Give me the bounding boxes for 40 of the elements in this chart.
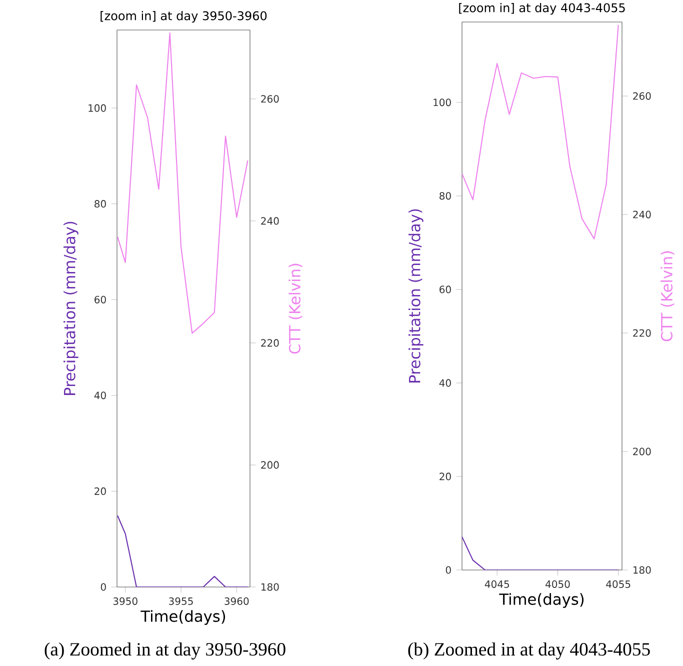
y2-tick-label: 240 [261,217,279,225]
text: (a) Zoomed in at day 3950-3960 [44,642,286,660]
y-tick-label: 80 [94,200,106,208]
y2-tick-label: 200 [261,461,279,469]
y2-axis-title: CTT (Kelvin) [660,251,674,342]
line-series [462,24,619,240]
y-tick-label: 40 [439,379,451,387]
y2-tick-label: 180 [634,566,651,574]
x-tick-label: 4055 [606,580,630,588]
y2-tick-label: 180 [262,583,279,591]
line-series [117,32,248,334]
y-axis-title: Precipitation (mm/day) [408,209,424,382]
y-tick-label: 100 [88,104,106,112]
y-tick-label: 20 [440,472,451,480]
x-tick-label: 3960 [224,597,249,605]
x-tick-label: 4050 [546,580,570,588]
chart-title: [zoom in] at day 4043-4055 [459,2,625,15]
x-tick-label: 3950 [113,597,138,605]
y2-tick-label: 240 [633,210,651,218]
y-axis-title: Precipitation (mm/day) [64,222,78,395]
y-tick-label: 0 [100,583,106,591]
y-tick-label: 100 [434,98,451,106]
x-tick-label: 4045 [484,580,509,588]
y-tick-label: 0 [446,566,451,574]
y2-tick-label: 220 [633,329,651,337]
x-axis-title: Time(days) [499,593,584,608]
y-tick-label: 40 [94,392,106,400]
y-tick-label: 60 [94,296,106,304]
y2-tick-label: 220 [261,339,279,347]
y2-tick-label: 200 [633,448,651,456]
text: (b) Zoomed in at day 4043-4055 [408,642,650,660]
chart-title: [zoom in] at day 3950-3960 [100,11,267,23]
y-tick-label: 60 [440,286,451,294]
y2-axis-title: CTT (Kelvin) [288,264,302,354]
x-tick-label: 3955 [169,597,193,605]
y-tick-label: 20 [94,487,106,495]
y2-tick-label: 260 [633,92,651,100]
x-axis-title: Time(days) [140,610,226,625]
y-tick-label: 80 [440,192,451,200]
y2-tick-label: 260 [261,95,279,103]
